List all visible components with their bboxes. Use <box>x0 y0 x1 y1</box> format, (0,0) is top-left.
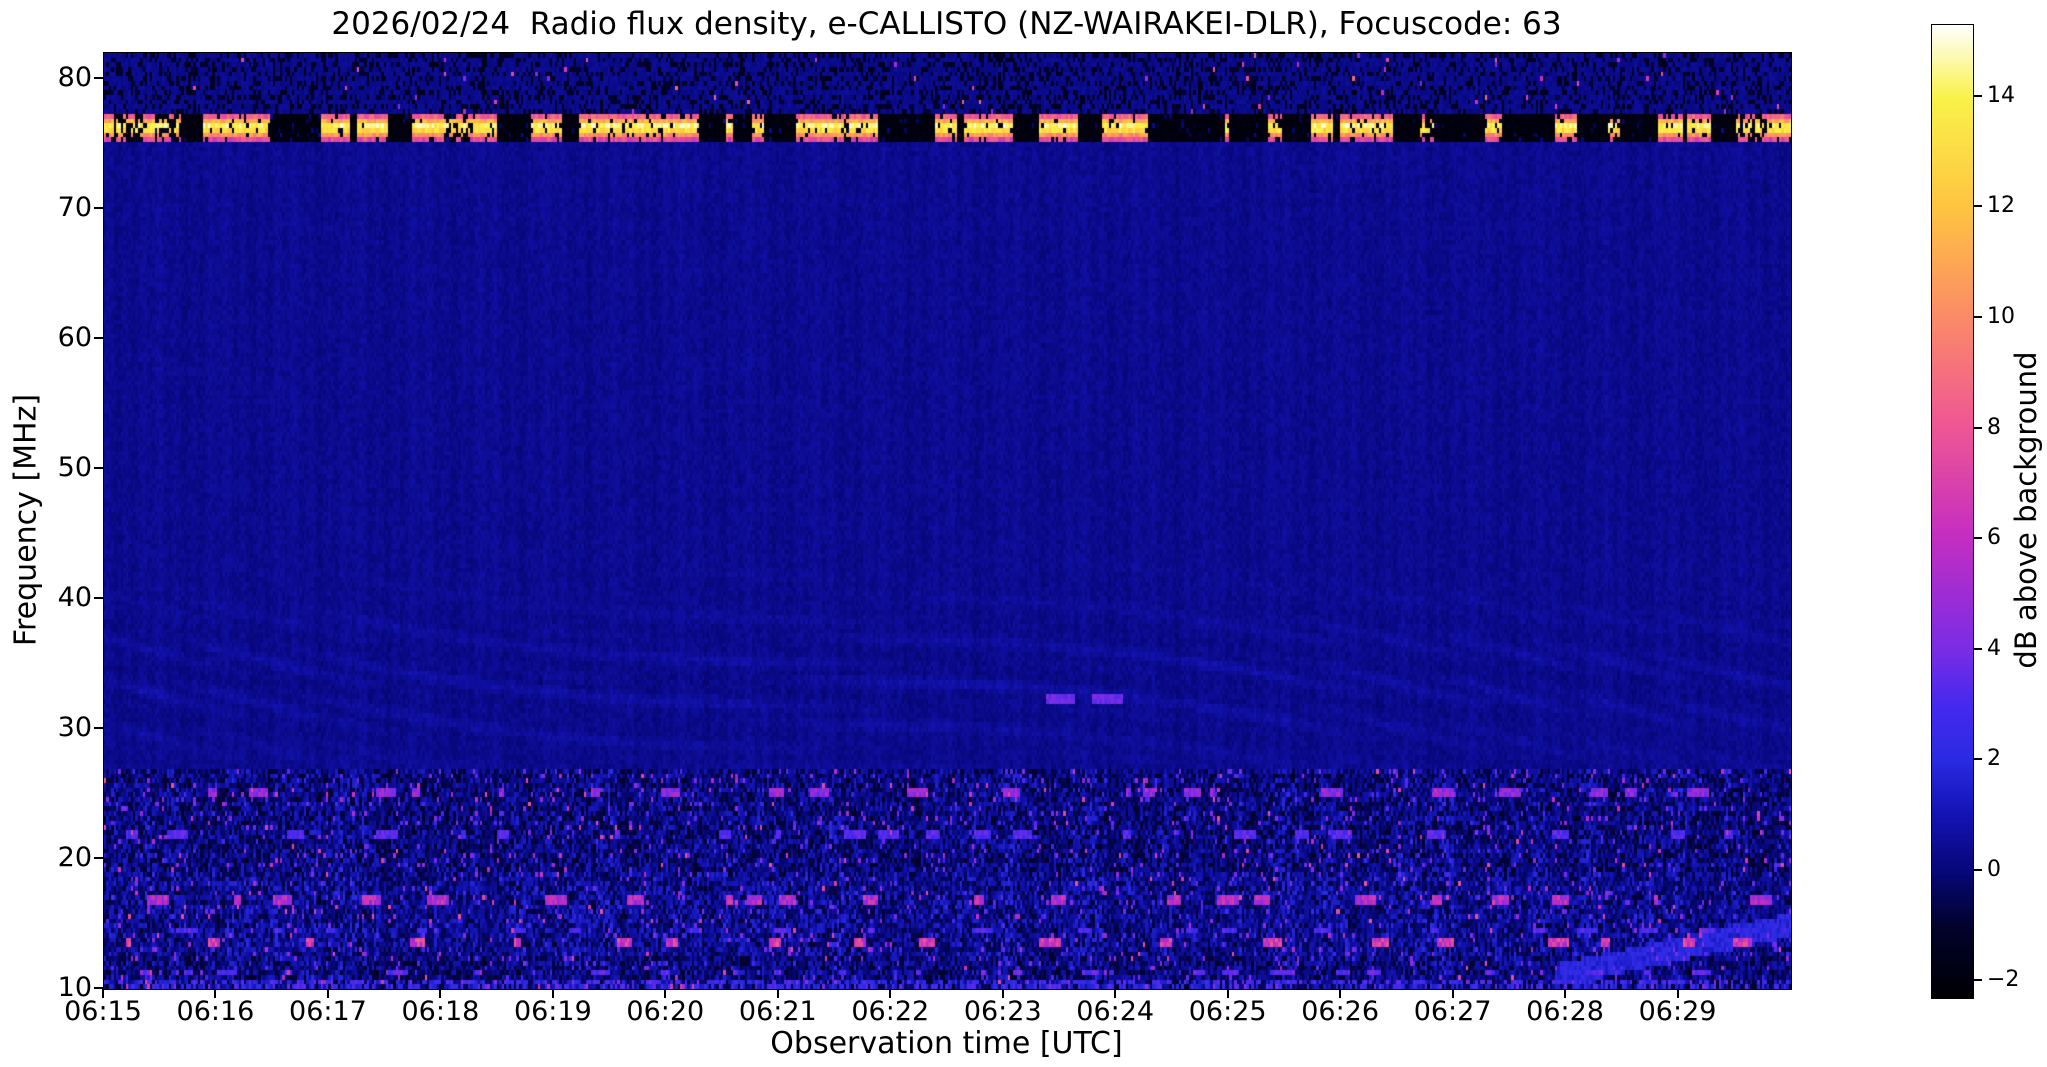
y-tick-label: 70 <box>57 192 92 223</box>
x-tick-mark <box>1676 989 1679 998</box>
x-tick-label: 06:27 <box>1413 996 1492 1027</box>
colorbar-tick-label: 0 <box>1987 856 2001 882</box>
x-tick-mark <box>1114 989 1117 998</box>
colorbar-label: dB above background <box>2009 351 2043 669</box>
colorbar-tick-mark <box>1974 94 1982 97</box>
colorbar-tick-label: 8 <box>1987 414 2001 440</box>
y-tick-mark <box>94 857 103 859</box>
colorbar-canvas <box>1932 25 1973 998</box>
x-tick-label: 06:20 <box>626 996 705 1027</box>
x-tick-mark <box>889 989 892 998</box>
x-tick-label: 06:28 <box>1526 996 1604 1027</box>
y-tick-label: 10 <box>57 972 92 1003</box>
x-tick-label: 06:17 <box>289 996 367 1027</box>
x-tick-mark <box>102 989 104 998</box>
colorbar-tick-mark <box>1974 758 1982 761</box>
x-tick-mark <box>1451 989 1454 998</box>
colorbar-tick-mark <box>1974 537 1982 540</box>
x-tick-mark <box>1564 989 1567 998</box>
colorbar-tick-label: 4 <box>1987 635 2001 661</box>
y-tick-label: 40 <box>57 582 92 613</box>
x-tick-label: 06:23 <box>963 996 1042 1027</box>
x-tick-mark <box>776 989 779 998</box>
y-tick-label: 50 <box>57 452 92 483</box>
y-tick-label: 60 <box>57 322 92 353</box>
colorbar-tick-label: 6 <box>1987 525 2001 551</box>
x-tick-mark <box>326 989 329 998</box>
x-tick-label: 06:29 <box>1638 996 1717 1027</box>
spectrogram-canvas <box>104 53 1791 989</box>
colorbar-tick-mark <box>1974 647 1982 650</box>
y-tick-mark <box>94 597 103 599</box>
x-tick-label: 06:16 <box>176 996 255 1027</box>
colorbar-tick-label: 10 <box>1987 304 2015 329</box>
colorbar-tick-label: 14 <box>1987 82 2015 108</box>
y-tick-label: 20 <box>57 842 92 873</box>
x-tick-mark <box>214 989 217 998</box>
y-tick-mark <box>94 77 103 79</box>
x-tick-mark <box>1001 989 1004 998</box>
x-tick-mark <box>1226 989 1229 998</box>
x-tick-mark <box>664 989 667 998</box>
chart-title: 2026/02/24 Radio flux density, e-CALLIST… <box>331 6 1562 42</box>
x-tick-label: 06:22 <box>851 996 930 1027</box>
colorbar-tick-mark <box>1974 426 1982 429</box>
colorbar <box>1931 24 1974 999</box>
x-tick-label: 06:24 <box>1076 996 1155 1027</box>
colorbar-tick-mark <box>1974 205 1982 208</box>
x-tick-mark <box>1339 989 1342 998</box>
y-axis-label: Frequency [MHz] <box>8 393 44 647</box>
colorbar-tick-mark <box>1974 316 1982 318</box>
y-tick-mark <box>94 727 103 729</box>
x-tick-mark <box>439 989 442 998</box>
colorbar-tick-label: 2 <box>1987 746 2001 772</box>
colorbar-tick-mark <box>1974 868 1982 871</box>
y-tick-mark <box>94 987 103 989</box>
y-tick-mark <box>94 207 103 209</box>
x-axis-label: Observation time [UTC] <box>770 1026 1123 1061</box>
x-tick-label: 06:25 <box>1188 996 1267 1027</box>
x-tick-label: 06:26 <box>1301 996 1380 1027</box>
y-tick-label: 30 <box>57 712 92 743</box>
y-tick-mark <box>94 467 103 469</box>
x-tick-label: 06:18 <box>401 996 480 1027</box>
x-tick-mark <box>551 989 554 998</box>
y-tick-label: 80 <box>57 62 92 93</box>
x-tick-label: 06:21 <box>738 996 817 1027</box>
colorbar-tick-label: −2 <box>1987 967 2020 993</box>
x-tick-label: 06:15 <box>64 996 142 1027</box>
x-tick-label: 06:19 <box>513 996 592 1027</box>
colorbar-tick-mark <box>1974 979 1982 982</box>
y-tick-mark <box>94 337 103 339</box>
plot-area <box>103 52 1792 990</box>
colorbar-tick-label: 12 <box>1987 193 2015 219</box>
